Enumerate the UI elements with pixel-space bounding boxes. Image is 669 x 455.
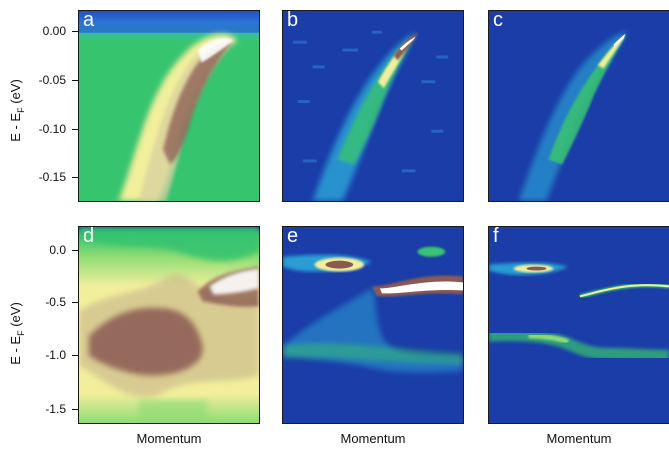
panel-label-a: a [83,10,95,31]
panel-b-heatmap [283,11,463,201]
panel-label-f: f [493,226,499,247]
y-tick-label: -0.10 [38,122,66,136]
panel-c-heatmap [489,11,669,201]
y-tick-mark [72,250,78,251]
y-tick-label: 0.00 [42,24,66,38]
y-tick-mark [72,355,78,356]
y-tick-label: 0.0 [49,243,66,257]
y-tick-mark [72,80,78,81]
panel-d: d [78,226,260,424]
panel-label-d: d [83,226,95,247]
y-tick-mark [72,177,78,178]
x-axis-label-middle: Momentum [340,431,406,446]
panel-e-heatmap [283,227,463,423]
panel-e: e [282,226,464,424]
y-tick-mark [72,31,78,32]
y-tick-label: -0.5 [45,295,66,309]
y-tick-label: -1.5 [45,402,66,416]
y-tick-label: -0.05 [38,73,66,87]
panel-f: f [488,226,669,424]
y-tick-label: -1.0 [45,348,66,362]
panel-b: b [282,10,464,202]
panel-c: c [488,10,669,202]
panel-f-heatmap [489,227,669,423]
y-tick-mark [72,302,78,303]
panel-label-c: c [493,10,503,31]
panel-label-b: b [287,10,299,31]
panel-a-heatmap [79,11,259,201]
panel-d-heatmap [79,227,259,423]
panel-label-e: e [287,226,299,247]
x-axis-label-right: Momentum [546,431,612,446]
panel-a: a [78,10,260,202]
y-tick-label: -0.15 [38,170,66,184]
y-tick-mark [72,129,78,130]
y-tick-mark [72,409,78,410]
x-axis-label-left: Momentum [136,431,202,446]
